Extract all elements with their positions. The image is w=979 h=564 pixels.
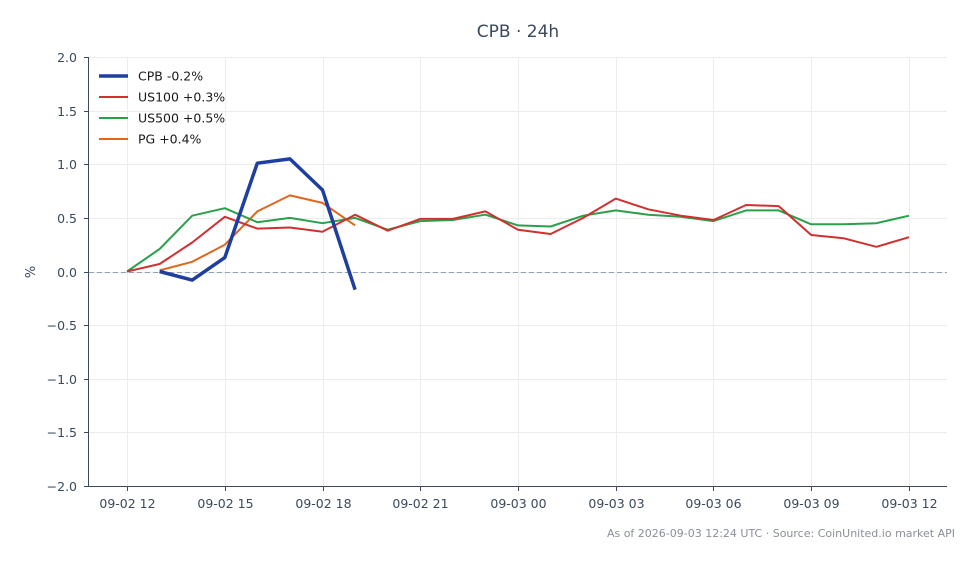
x-tick-label: 09-03 06 (685, 496, 741, 511)
y-tick-label: 0.0 (57, 265, 77, 280)
series-line-us500 (126, 207, 910, 273)
x-tick-label: 09-03 03 (588, 496, 644, 511)
legend-label: US100 +0.3% (138, 90, 225, 105)
x-tick-label: 09-02 12 (99, 496, 155, 511)
y-axis-label: % (24, 266, 39, 278)
legend-label: US500 +0.5% (138, 111, 225, 126)
y-ticks: 2.0 1.5 1.0 0.5 0.0 −0.5 −1.0 −1.5 −2.0 (47, 50, 89, 494)
y-tick-label: 1.5 (57, 104, 77, 119)
y-tick-label: −1.0 (47, 372, 77, 387)
x-tick-label: 09-02 15 (197, 496, 253, 511)
y-tick-label: −2.0 (47, 479, 77, 494)
x-tick-label: 09-03 12 (881, 496, 937, 511)
footer-source-note: As of 2026-09-03 12:24 UTC · Source: Coi… (607, 527, 955, 540)
series-line-us100 (126, 197, 910, 273)
x-tick-label: 09-02 21 (392, 496, 448, 511)
y-tick-label: −0.5 (47, 318, 77, 333)
legend-label: CPB -0.2% (138, 69, 203, 84)
x-tick-label: 09-03 00 (490, 496, 546, 511)
series-line-pg (159, 194, 356, 272)
series-line-cpb (159, 157, 357, 291)
x-tick-label: 09-02 18 (295, 496, 351, 511)
x-ticks: 09-02 12 09-02 15 09-02 18 09-02 21 09-03 00… (99, 486, 938, 511)
y-tick-label: 1.0 (57, 157, 77, 172)
chart-title: CPB · 24h (477, 22, 559, 42)
series-layer (126, 157, 910, 291)
y-tick-label: 2.0 (57, 50, 77, 65)
legend: CPB -0.2% US100 +0.3% US500 +0.5% PG +0.4% (99, 69, 225, 147)
y-tick-label: 0.5 (57, 211, 77, 226)
x-tick-label: 09-03 09 (783, 496, 839, 511)
y-tick-label: −1.5 (47, 425, 77, 440)
legend-label: PG +0.4% (138, 132, 202, 147)
